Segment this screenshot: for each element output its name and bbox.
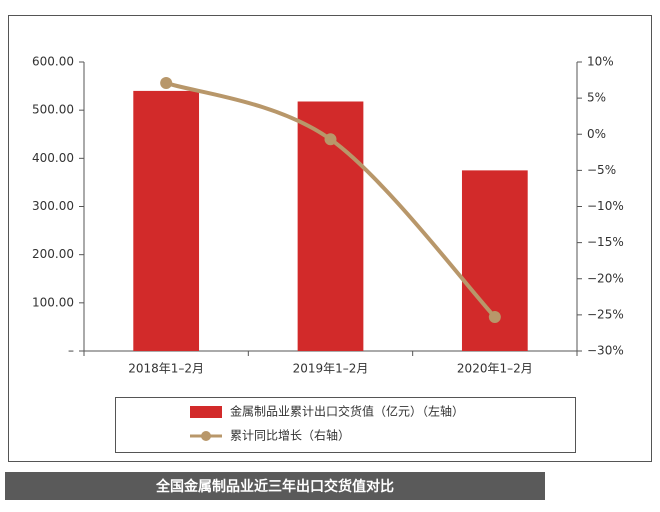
y-tick-label: 600.00	[32, 55, 74, 69]
x-tick-label: 2019年1–2月	[293, 362, 369, 376]
y-tick-label: 200.00	[32, 247, 74, 261]
y2-tick-label: −20%	[587, 271, 624, 285]
line-point	[488, 311, 501, 324]
y-tick-label: 300.00	[32, 199, 74, 213]
legend-box	[115, 397, 576, 453]
bar	[461, 170, 528, 351]
chart-frame	[8, 15, 652, 462]
y2-tick-label: −5%	[587, 163, 616, 177]
x-tick-label: 2018年1–2月	[128, 362, 204, 376]
y2-tick-label: −10%	[587, 199, 624, 213]
y-tick-label: –	[68, 344, 74, 358]
legend-label: 累计同比增长（右轴）	[230, 428, 350, 443]
line-point	[324, 133, 337, 146]
x-tick-label: 2020年1–2月	[457, 362, 533, 376]
legend-label: 金属制品业累计出口交货值（亿元）（左轴）	[230, 404, 464, 419]
y-tick-label: 100.00	[32, 295, 74, 309]
y2-tick-label: −30%	[587, 344, 624, 358]
y2-tick-label: −15%	[587, 235, 624, 249]
y2-tick-label: 10%	[587, 55, 614, 69]
legend-swatch-marker	[201, 431, 211, 441]
y2-tick-label: −25%	[587, 307, 624, 321]
line-point	[160, 76, 173, 89]
legend-swatch	[190, 406, 222, 418]
chart-title: 全国金属制品业近三年出口交货值对比	[155, 478, 394, 495]
y2-tick-label: 5%	[587, 91, 606, 105]
bar	[133, 90, 200, 352]
y-tick-label: 500.00	[32, 103, 74, 117]
title-bar	[5, 472, 545, 500]
y2-tick-label: 0%	[587, 127, 606, 141]
y-tick-label: 400.00	[32, 151, 74, 165]
